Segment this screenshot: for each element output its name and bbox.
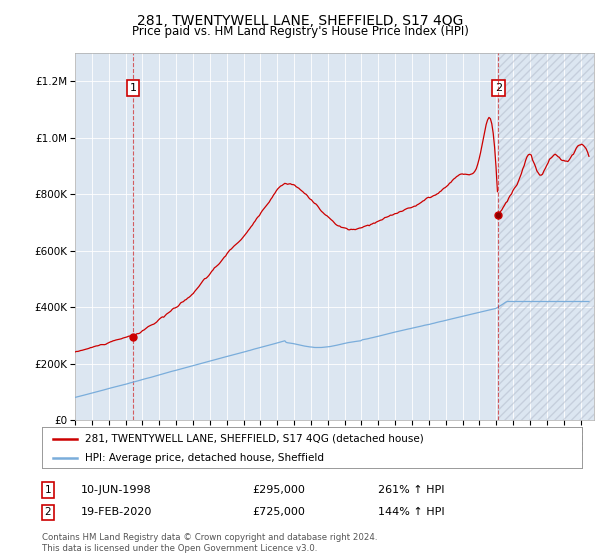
Text: 19-FEB-2020: 19-FEB-2020 [81, 507, 152, 517]
Text: 1: 1 [44, 485, 52, 495]
Text: 281, TWENTYWELL LANE, SHEFFIELD, S17 4QG: 281, TWENTYWELL LANE, SHEFFIELD, S17 4QG [137, 14, 463, 28]
Text: 10-JUN-1998: 10-JUN-1998 [81, 485, 152, 495]
Text: HPI: Average price, detached house, Sheffield: HPI: Average price, detached house, Shef… [85, 452, 324, 463]
Text: Contains HM Land Registry data © Crown copyright and database right 2024.
This d: Contains HM Land Registry data © Crown c… [42, 533, 377, 553]
Text: £725,000: £725,000 [252, 507, 305, 517]
Text: £295,000: £295,000 [252, 485, 305, 495]
Text: 2: 2 [44, 507, 52, 517]
Text: 144% ↑ HPI: 144% ↑ HPI [378, 507, 445, 517]
Text: 2: 2 [495, 83, 502, 93]
Text: 1: 1 [130, 83, 136, 93]
Bar [499, 53, 594, 420]
Text: 281, TWENTYWELL LANE, SHEFFIELD, S17 4QG (detached house): 281, TWENTYWELL LANE, SHEFFIELD, S17 4QG… [85, 433, 424, 444]
Text: 261% ↑ HPI: 261% ↑ HPI [378, 485, 445, 495]
Text: Price paid vs. HM Land Registry's House Price Index (HPI): Price paid vs. HM Land Registry's House … [131, 25, 469, 38]
